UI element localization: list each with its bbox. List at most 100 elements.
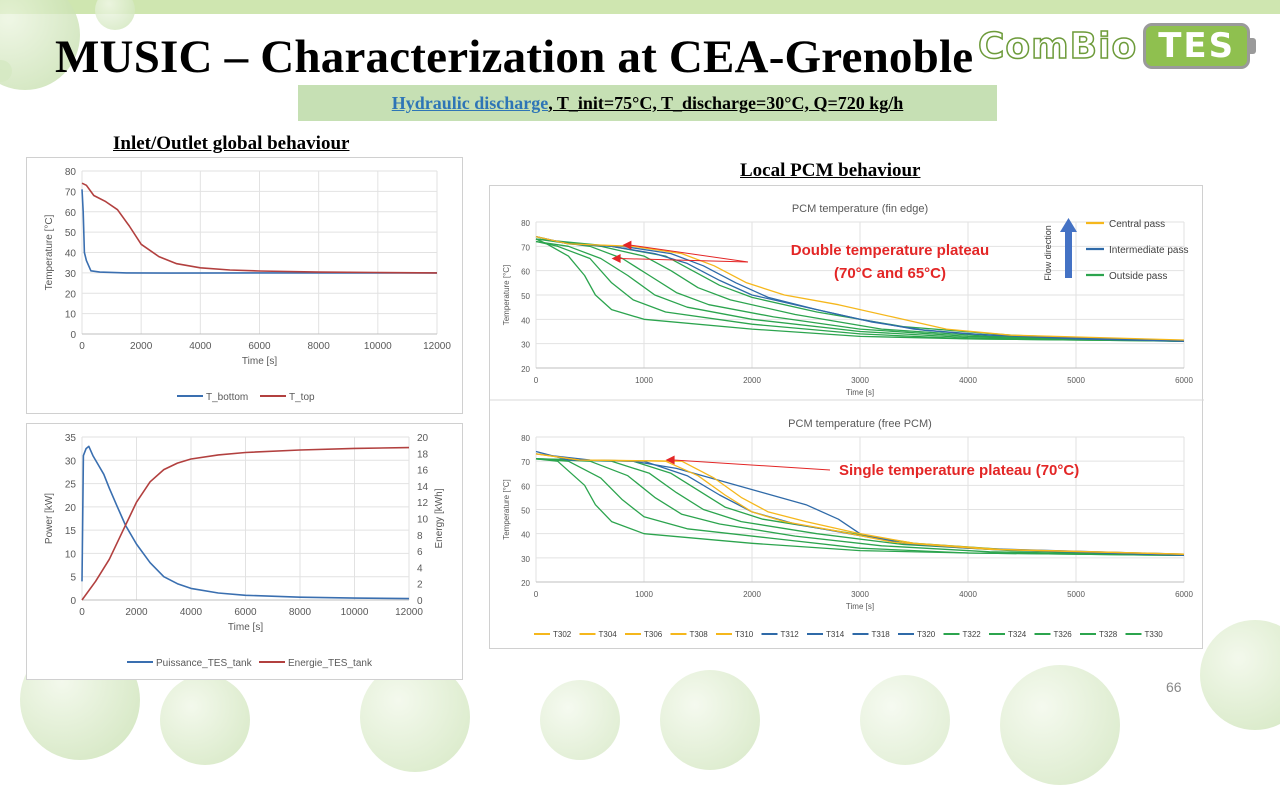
y-tick-label: 10 — [65, 310, 77, 321]
decor-bubble — [1000, 665, 1120, 785]
decor-bubble — [860, 675, 950, 765]
annotation-arrow-icon — [611, 254, 621, 263]
annotation-leader — [673, 459, 831, 471]
legend-label: T314 — [826, 630, 845, 639]
y-tick-label: 50 — [521, 292, 530, 301]
x-tick-label: 3000 — [851, 376, 869, 385]
decor-bubble — [160, 675, 250, 765]
x-tick-label: 4000 — [189, 341, 212, 352]
legend-label: T320 — [917, 630, 936, 639]
annotation-leader — [619, 258, 749, 263]
legend-label: T312 — [781, 630, 800, 639]
subtitle-banner: Hydraulic discharge, T_init=75°C, T_disc… — [298, 85, 997, 121]
x-tick-label: 5000 — [1067, 590, 1085, 599]
x-tick-label: 0 — [534, 376, 539, 385]
y-tick-label: 20 — [521, 365, 530, 374]
y2-tick-label: 4 — [417, 563, 423, 574]
y-tick-label: 35 — [65, 433, 77, 444]
legend-label: T_bottom — [206, 392, 248, 403]
y-tick-label: 50 — [65, 228, 77, 239]
x-tick-label: 6000 — [234, 607, 257, 618]
x-tick-label: 6000 — [248, 341, 271, 352]
y-tick-label: 30 — [65, 456, 77, 467]
x-tick-label: 2000 — [125, 607, 148, 618]
decor-bubble — [95, 0, 135, 30]
annotation-text: Single temperature plateau (70°C) — [839, 462, 1079, 479]
flow-arrow-shaft — [1065, 231, 1072, 278]
x-tick-label: 6000 — [1175, 590, 1193, 599]
y-tick-label: 30 — [521, 341, 530, 350]
x-tick-label: 12000 — [395, 607, 423, 618]
y2-tick-label: 8 — [417, 531, 423, 542]
series-line-fin_g3 — [535, 240, 1185, 342]
x-tick-label: 12000 — [423, 341, 451, 352]
legend-label: T328 — [1099, 630, 1118, 639]
y-axis-label: Temperature [°C] — [44, 214, 55, 290]
series-line-T_bottom — [81, 189, 437, 274]
legend-label: T322 — [963, 630, 982, 639]
x-tick-label: 0 — [79, 341, 85, 352]
y-tick-label: 0 — [70, 330, 76, 341]
series-line-Energie_TES_tank — [81, 446, 410, 601]
series-line-free_g1 — [535, 458, 1185, 557]
heading-inlet-outlet: Inlet/Outlet global behaviour — [113, 133, 350, 154]
x-axis-label: Time [s] — [846, 388, 874, 397]
y-axis-label: Temperature [°C] — [502, 479, 511, 540]
chart-title: PCM temperature (free PCM) — [788, 418, 932, 430]
chart-pcm: 0 1000 2000 3000 4000 5000 6000 20 30 40 50 60 70 80 T… — [490, 203, 1204, 639]
series-line-fin_y1 — [535, 235, 1185, 341]
y2-tick-label: 14 — [417, 482, 429, 493]
y2-tick-label: 2 — [417, 580, 423, 591]
x-tick-label: 4000 — [180, 607, 203, 618]
series-line-fin_g1 — [535, 238, 1185, 342]
flow-direction-label: Flow direction — [1043, 225, 1053, 281]
x-tick-label: 1000 — [635, 590, 653, 599]
logo-text-tes: TES — [1143, 23, 1251, 69]
y2-tick-label: 16 — [417, 466, 429, 477]
y2-axis-label: Energy [kWh] — [434, 488, 445, 548]
y-tick-label: 10 — [65, 549, 77, 560]
subtitle-text: , T_init=75°C, T_discharge=30°C, Q=720 k… — [548, 93, 904, 113]
y2-tick-label: 18 — [417, 449, 429, 460]
y-tick-label: 60 — [521, 268, 530, 277]
y2-tick-label: 0 — [417, 596, 423, 607]
x-tick-label: 2000 — [130, 341, 153, 352]
legend-label: T326 — [1054, 630, 1073, 639]
subtitle-link[interactable]: Hydraulic discharge — [391, 93, 549, 113]
series-line-free_g3 — [535, 458, 1185, 557]
annotation-arrow-icon — [622, 240, 632, 250]
x-tick-label: 8000 — [289, 607, 312, 618]
series-line-fin_g4 — [535, 238, 1185, 342]
y-tick-label: 20 — [65, 503, 77, 514]
series-line-free_g2 — [535, 458, 1185, 557]
annotation-arrow-icon — [665, 455, 675, 465]
y-tick-label: 80 — [521, 434, 530, 443]
x-tick-label: 2000 — [743, 376, 761, 385]
battery-cap-icon — [1250, 38, 1257, 54]
y-tick-label: 20 — [65, 289, 77, 300]
x-tick-label: 1000 — [635, 376, 653, 385]
x-tick-label: 8000 — [308, 341, 331, 352]
top-accent-bar — [0, 0, 1280, 14]
chart-temperature: 0 2000 4000 6000 8000 10000 12000 0 10 20 30 40 50 60… — [44, 167, 451, 403]
x-tick-label: 10000 — [341, 607, 369, 618]
legend-label: T324 — [1008, 630, 1027, 639]
heading-local-pcm: Local PCM behaviour — [740, 160, 921, 181]
annotation-text: (70°C and 65°C) — [834, 265, 946, 282]
y2-tick-label: 6 — [417, 547, 423, 558]
y-tick-label: 30 — [521, 555, 530, 564]
x-tick-label: 0 — [79, 607, 85, 618]
x-tick-label: 2000 — [743, 590, 761, 599]
legend-label: T306 — [644, 630, 663, 639]
y-tick-label: 15 — [65, 526, 77, 537]
y-axis-label: Temperature [°C] — [502, 265, 511, 326]
series-line-free_y2 — [535, 453, 1185, 555]
legend-label: T308 — [690, 630, 709, 639]
x-axis-label: Time [s] — [242, 356, 277, 367]
chart-title: PCM temperature (fin edge) — [792, 203, 928, 215]
x-tick-label: 4000 — [959, 376, 977, 385]
y-tick-label: 40 — [65, 249, 77, 260]
logo-text-combio: ComBio — [977, 25, 1138, 68]
y-tick-label: 80 — [65, 167, 77, 178]
combiotes-logo: ComBio TES — [977, 22, 1257, 70]
